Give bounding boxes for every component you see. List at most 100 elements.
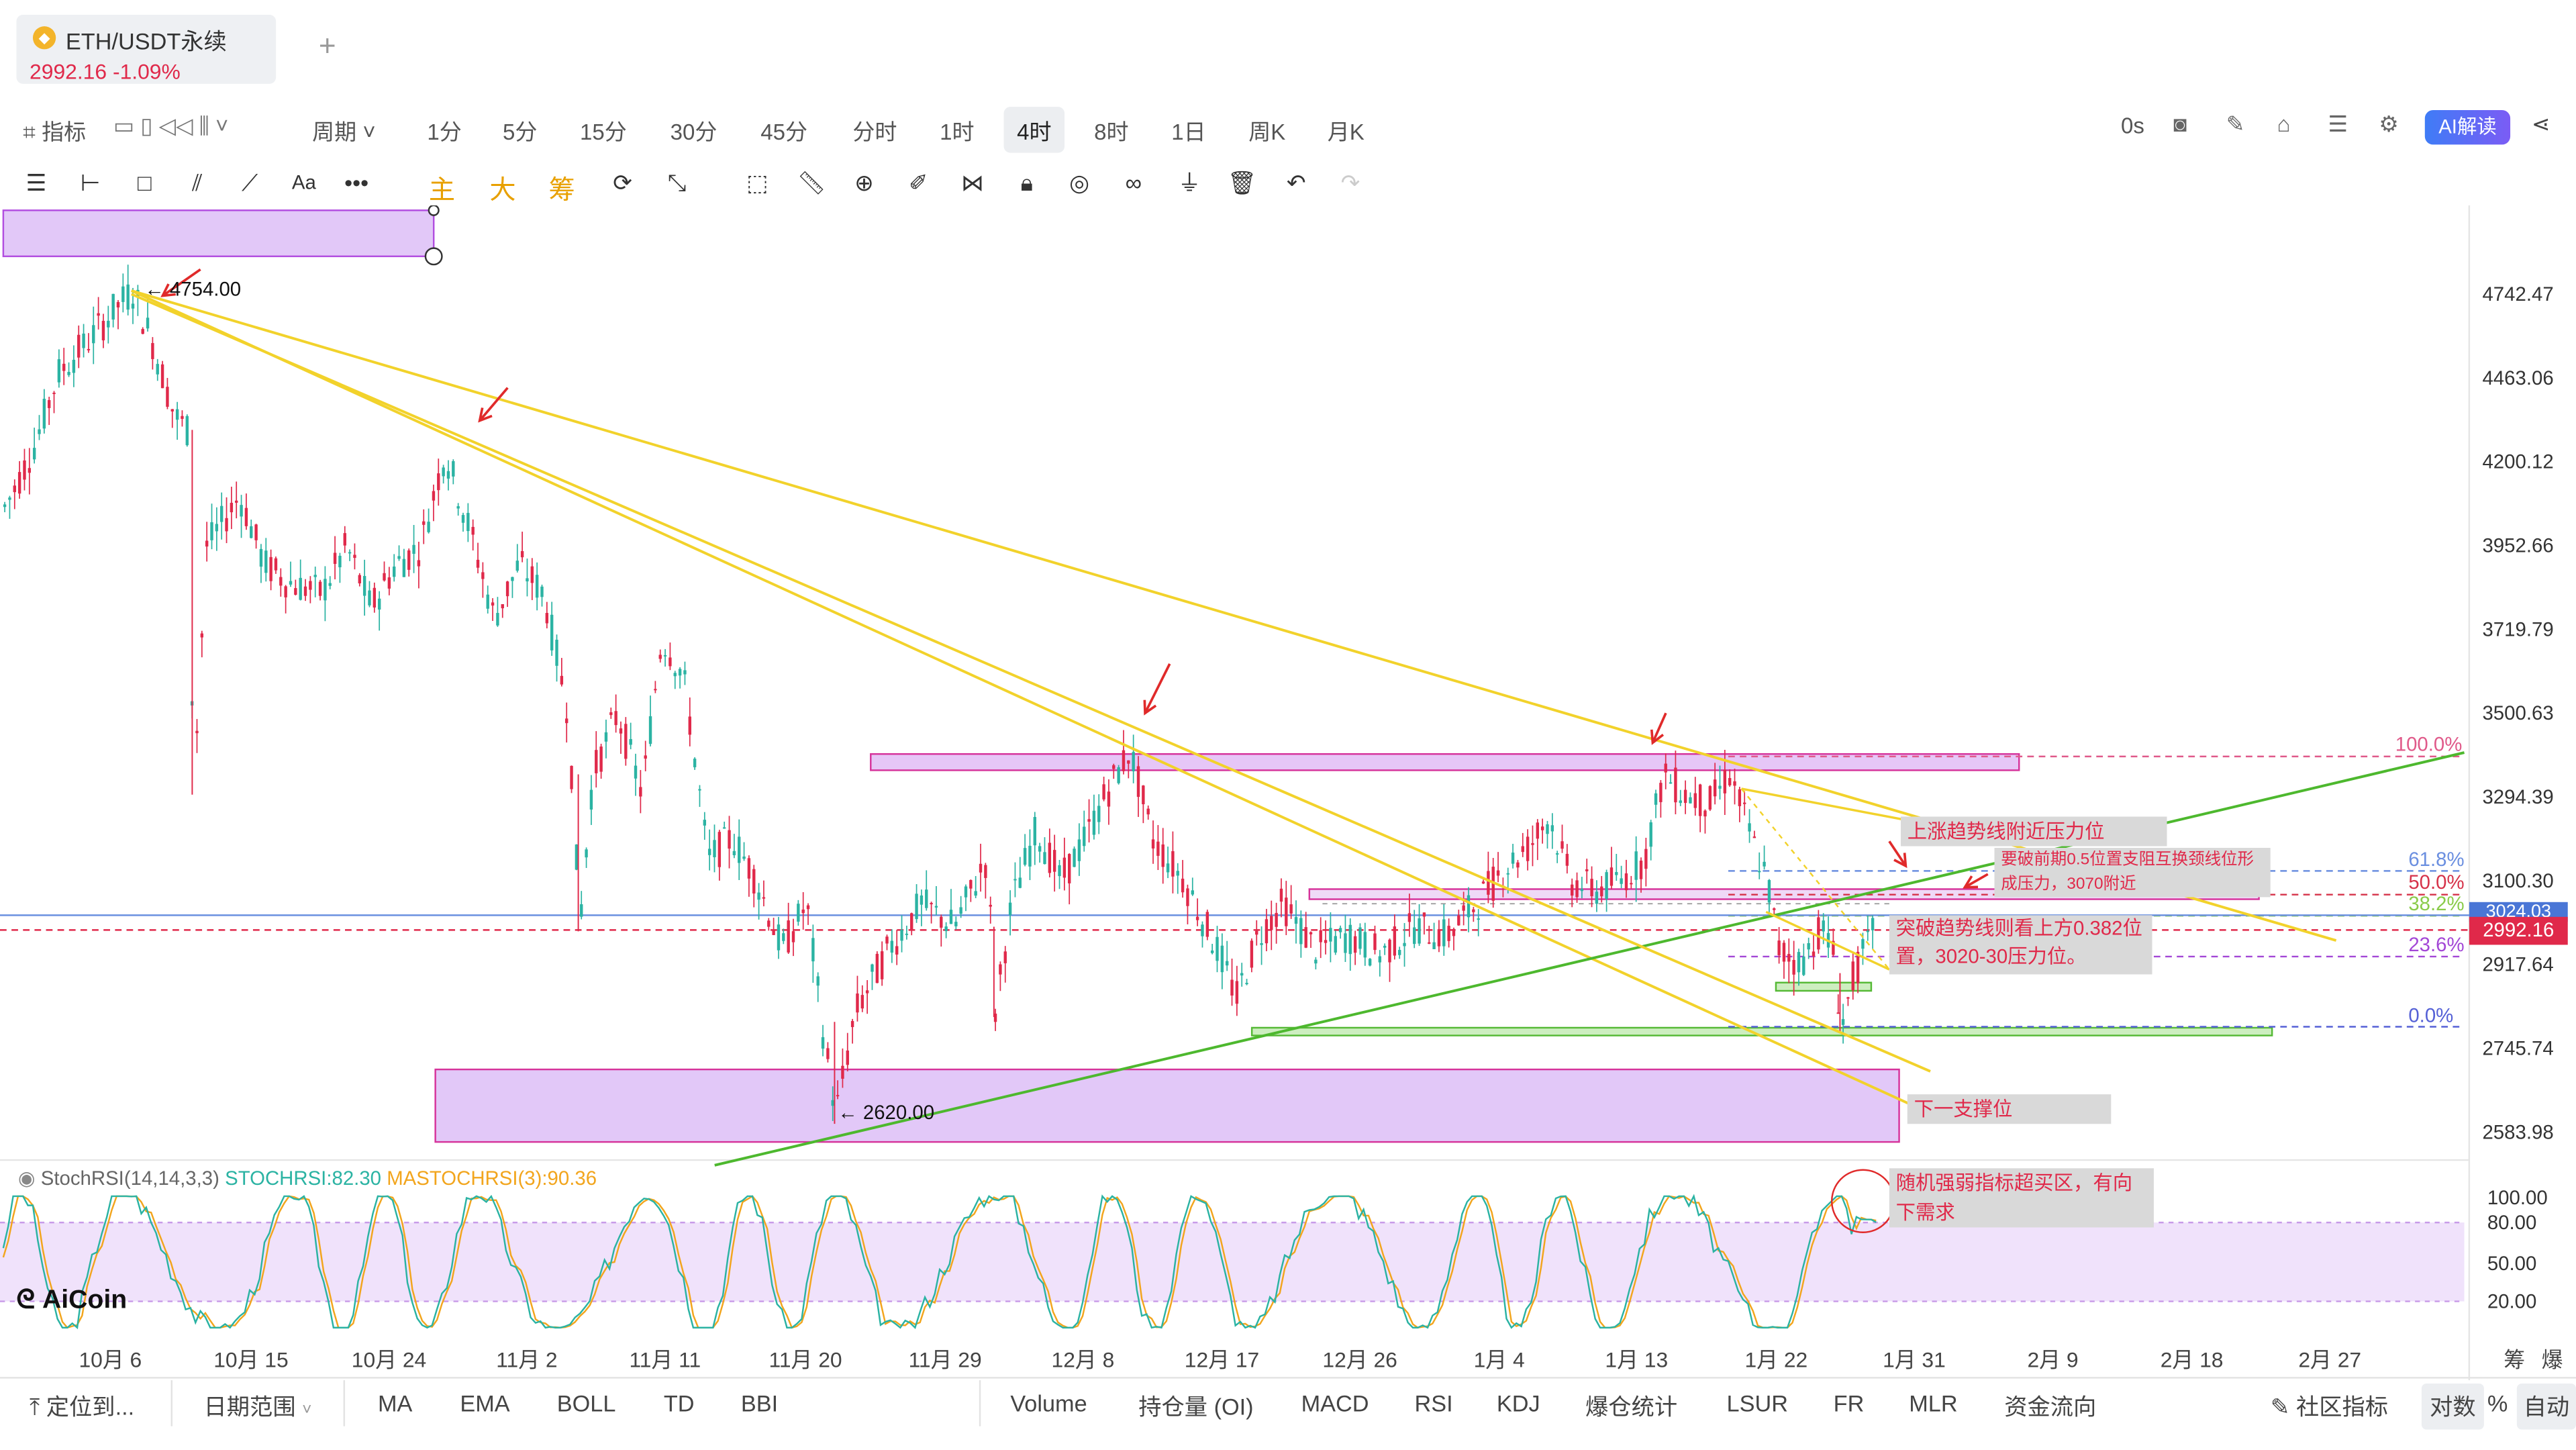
candle-body <box>1003 951 1007 963</box>
candle-body <box>747 858 751 879</box>
main-indicator-td[interactable]: TD <box>663 1390 695 1416</box>
measure-icon[interactable]: ⤡ <box>667 169 687 196</box>
candle-body <box>944 926 948 932</box>
indicator-button[interactable]: ⌗ 指标 <box>23 113 86 146</box>
sub-indicator[interactable]: Volume <box>1010 1390 1087 1416</box>
big-order-toggle[interactable]: 大 <box>489 177 516 205</box>
undo-icon[interactable]: ↶ <box>1286 169 1306 196</box>
auto-scale-toggle[interactable]: 自动 <box>2516 1383 2576 1430</box>
arrow-line <box>1651 712 1667 744</box>
explode-axis-label[interactable]: 爆 <box>2541 1347 2563 1372</box>
lock-icon[interactable]: 🔒︎ <box>1020 169 1033 196</box>
candle-body <box>989 904 992 907</box>
cycle-icon[interactable]: ⟳ <box>613 169 633 196</box>
sub-indicator[interactable]: FR <box>1833 1390 1865 1416</box>
candle-body <box>1516 862 1520 868</box>
alert-icon[interactable]: ⌂ <box>2277 111 2291 137</box>
candle-body <box>1363 932 1367 958</box>
eye-icon[interactable]: ◎ <box>1069 169 1090 196</box>
candle-body <box>969 879 973 889</box>
add-tab-button[interactable]: + <box>318 30 336 63</box>
candle-body <box>934 906 938 908</box>
rectangle-icon[interactable]: □ <box>138 169 152 196</box>
candle-body <box>481 572 485 579</box>
period-5分[interactable]: 5分 <box>502 119 538 145</box>
period-8时[interactable]: 8时 <box>1094 119 1129 145</box>
symbol-price-change: 2992.16 -1.09% <box>30 59 181 84</box>
horizontal-line-icon[interactable]: ⊢ <box>80 169 101 196</box>
period-45分[interactable]: 45分 <box>760 119 808 145</box>
zoom-in-icon[interactable]: ⊕ <box>854 169 874 196</box>
eye-icon[interactable]: ◉ <box>17 1166 36 1190</box>
period-1分[interactable]: 1分 <box>427 119 462 145</box>
list-icon[interactable]: ☰ <box>2328 111 2348 137</box>
brush-icon[interactable]: ✐ <box>908 169 928 196</box>
candle-body <box>185 416 189 446</box>
period-4时[interactable]: 4时 <box>1003 107 1065 153</box>
candle-body <box>1304 927 1307 948</box>
period-周K[interactable]: 周K <box>1248 119 1286 145</box>
trendline <box>131 289 1931 1115</box>
sub-indicator[interactable]: MACD <box>1301 1390 1369 1416</box>
ruler-icon[interactable]: 📏︎ <box>797 169 826 196</box>
more-tools-icon[interactable]: ••• <box>344 169 369 196</box>
chips-axis-label[interactable]: 筹 <box>2504 1347 2526 1372</box>
candle-body <box>811 938 815 962</box>
countdown: 0s <box>2120 113 2144 138</box>
sub-indicator[interactable]: 持仓量 (OI) <box>1138 1393 1254 1420</box>
chips-toggle[interactable]: 筹 <box>548 177 575 205</box>
symbol-change: -1.09% <box>112 59 181 84</box>
candle-body <box>1334 936 1337 953</box>
main-chart-toggle[interactable]: 主 <box>428 177 456 205</box>
candle-body <box>1787 954 1791 962</box>
annotation-neckline-resistance: 要破前期0.5位置支阻互换颈线位形成压力，3070附近 <box>1994 848 2271 898</box>
text-tool-icon[interactable]: Aa <box>291 171 316 194</box>
period-1日[interactable]: 1日 <box>1171 119 1206 145</box>
period-30分[interactable]: 30分 <box>670 119 717 145</box>
price-tick: 4742.47 <box>2482 283 2554 306</box>
sub-indicator[interactable]: 爆仓统计 <box>1585 1393 1678 1420</box>
log-scale-toggle[interactable]: 对数 <box>2421 1383 2484 1430</box>
settings-icon[interactable]: ⚙ <box>2379 111 2399 137</box>
filter-icon[interactable]: ⏚ <box>1178 169 1201 196</box>
main-indicator-boll[interactable]: BOLL <box>556 1390 616 1416</box>
magnet-icon[interactable]: ⋈ <box>960 169 985 196</box>
pen-icon[interactable]: ✎ <box>2226 111 2245 137</box>
select-icon[interactable]: ⬚ <box>746 169 769 196</box>
redo-icon[interactable]: ↷ <box>1340 169 1360 196</box>
locate-button[interactable]: ⤒ 定位到... <box>30 1390 134 1423</box>
period-1时[interactable]: 1时 <box>940 119 975 145</box>
candle-body <box>826 1048 830 1059</box>
parallel-channel-icon[interactable]: ⫽ <box>192 169 203 196</box>
sub-indicator[interactable]: 资金流向 <box>2004 1393 2097 1420</box>
stochrsi-title: StochRSI(14,14,3,3) <box>40 1166 219 1190</box>
sub-indicator[interactable]: KDJ <box>1496 1390 1540 1416</box>
sub-indicator[interactable]: MLR <box>1909 1390 1958 1416</box>
price-tick: 3500.63 <box>2482 702 2554 725</box>
period-dropdown[interactable]: 周期 ˅ <box>312 113 376 146</box>
date-range-button[interactable]: 日期范围 ˅ <box>204 1390 312 1423</box>
period-分时[interactable]: 分时 <box>852 119 897 145</box>
main-indicator-bbi[interactable]: BBI <box>740 1390 779 1416</box>
trend-line-icon[interactable]: ⟋ <box>242 169 258 196</box>
candle-body <box>1353 936 1357 953</box>
layout-icons[interactable]: ▭ ▯ ◁◁ ⫼ ˅ <box>113 113 229 138</box>
symbol-tab[interactable]: ◆ ETH/USDT永续 2992.16 -1.09% <box>16 15 277 84</box>
trash-icon[interactable]: 🗑︎ <box>1227 169 1257 196</box>
camera-icon[interactable]: ◙ <box>2173 111 2187 137</box>
ai-analysis-button[interactable]: AI解读 <box>2424 109 2511 145</box>
sub-indicator[interactable]: RSI <box>1414 1390 1453 1416</box>
main-indicator-ma[interactable]: MA <box>377 1390 413 1416</box>
candle-body <box>422 521 426 525</box>
period-15分[interactable]: 15分 <box>580 119 627 145</box>
candle-body <box>1161 844 1165 867</box>
price-chart[interactable] <box>0 205 2576 1381</box>
sub-indicator[interactable]: LSUR <box>1726 1390 1788 1416</box>
share-icon[interactable]: ⋖ <box>2531 111 2550 137</box>
period-月K[interactable]: 月K <box>1327 119 1365 145</box>
percent-toggle[interactable]: % <box>2487 1390 2508 1416</box>
link-icon[interactable]: ∞ <box>1125 169 1142 196</box>
community-indicator-button[interactable]: ✎ 社区指标 <box>2271 1390 2388 1423</box>
main-indicator-ema[interactable]: EMA <box>460 1390 510 1416</box>
menu-icon[interactable]: ☰ <box>26 169 47 196</box>
